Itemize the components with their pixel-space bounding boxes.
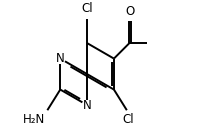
Text: H₂N: H₂N <box>23 113 45 126</box>
Text: Cl: Cl <box>81 2 93 15</box>
Text: O: O <box>126 5 135 18</box>
Text: Cl: Cl <box>122 113 134 126</box>
Text: N: N <box>56 52 65 65</box>
Text: N: N <box>83 99 91 112</box>
